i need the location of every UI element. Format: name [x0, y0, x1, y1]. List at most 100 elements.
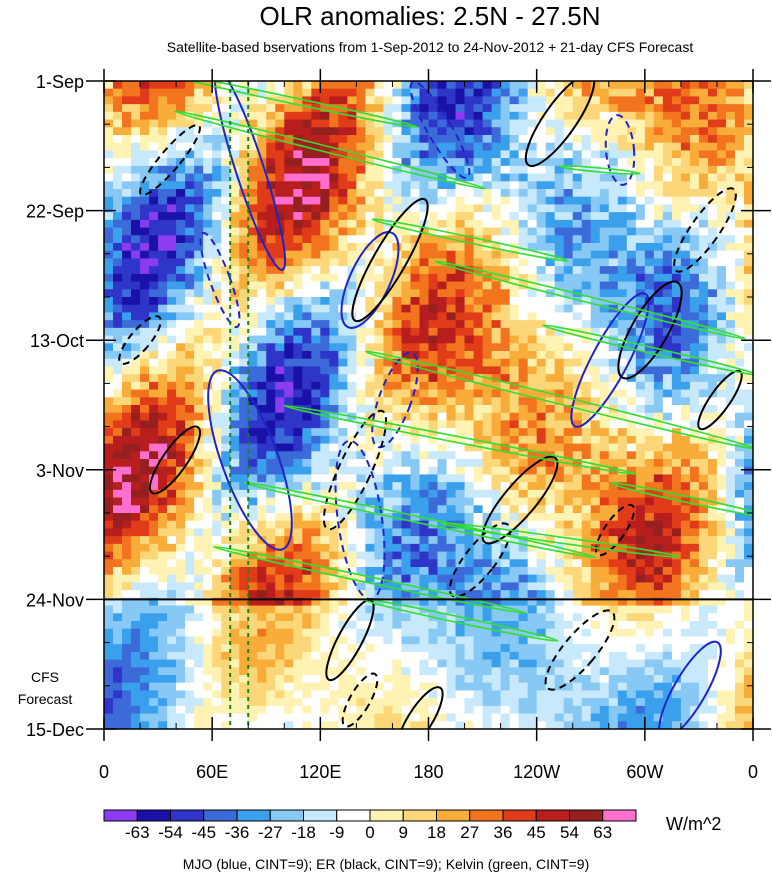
field-cell — [131, 243, 141, 252]
field-cell — [626, 119, 637, 128]
field-cell — [689, 81, 700, 90]
field-cell — [239, 374, 249, 383]
field-cell — [320, 351, 330, 360]
field-cell — [320, 443, 330, 452]
field-cell — [617, 451, 628, 460]
field-cell — [671, 482, 682, 491]
field-cell — [509, 327, 520, 337]
field-cell — [347, 358, 357, 368]
field-cell — [104, 574, 114, 584]
field-cell — [284, 189, 294, 198]
field-cell — [239, 343, 249, 352]
field-cell — [347, 451, 357, 460]
field-cell — [698, 374, 709, 383]
field-cell — [491, 358, 502, 368]
field-cell — [401, 489, 412, 499]
field-cell — [590, 165, 601, 175]
field-cell — [617, 250, 628, 260]
field-cell — [671, 567, 682, 576]
field-cell — [131, 520, 141, 530]
field-cell — [401, 551, 412, 560]
field-cell — [545, 381, 556, 391]
field-cell — [266, 420, 276, 429]
field-cell — [554, 96, 565, 105]
field-cell — [464, 273, 475, 283]
field-cell — [212, 111, 222, 121]
field-cell — [662, 335, 673, 344]
field-cell — [131, 304, 141, 314]
field-cell — [185, 158, 195, 167]
field-cell — [149, 613, 159, 622]
field-cell — [122, 574, 132, 584]
field-cell — [698, 281, 709, 290]
field-cell — [428, 142, 439, 152]
field-cell — [302, 466, 312, 476]
field-cell — [536, 150, 547, 159]
field-cell — [689, 135, 700, 144]
field-cell — [293, 258, 303, 267]
field-cell — [491, 459, 502, 468]
field-cell — [473, 327, 484, 337]
field-cell — [203, 266, 213, 275]
field-cell — [572, 219, 583, 229]
field-cell — [293, 212, 303, 221]
field-cell — [743, 397, 753, 406]
field-cell — [671, 605, 682, 614]
field-cell — [455, 227, 466, 236]
field-cell — [158, 605, 168, 614]
field-cell — [608, 250, 619, 260]
field-cell — [266, 127, 276, 136]
field-cell — [203, 189, 213, 198]
field-cell — [662, 582, 673, 591]
field-cell — [104, 451, 114, 460]
field-cell — [500, 204, 511, 213]
field-cell — [590, 420, 601, 429]
field-cell — [509, 212, 520, 221]
field-cell — [689, 142, 700, 152]
field-cell — [329, 397, 339, 406]
field-cell — [734, 297, 745, 306]
field-cell — [581, 258, 592, 267]
field-cell — [437, 582, 448, 591]
field-cell — [671, 212, 682, 221]
field-cell — [275, 351, 285, 360]
field-cell — [356, 88, 366, 98]
field-cell — [608, 212, 619, 221]
field-cell — [635, 520, 646, 530]
field-cell — [122, 374, 132, 383]
field-cell — [455, 574, 466, 584]
field-cell — [356, 111, 366, 121]
field-cell — [365, 142, 376, 152]
field-cell — [518, 366, 529, 375]
field-cell — [662, 235, 673, 244]
field-cell — [518, 374, 529, 383]
field-cell — [473, 212, 484, 221]
field-cell — [689, 111, 700, 121]
field-cell — [563, 173, 574, 182]
field-cell — [122, 474, 132, 483]
field-cell — [617, 327, 628, 337]
field-cell — [221, 559, 231, 568]
field-cell — [644, 181, 655, 190]
field-cell — [410, 181, 421, 190]
field-cell — [698, 119, 709, 128]
field-cell — [455, 466, 466, 476]
field-cell — [680, 312, 691, 321]
field-cell — [689, 196, 700, 206]
field-cell — [428, 597, 439, 607]
field-cell — [617, 567, 628, 576]
field-cell — [680, 219, 691, 229]
field-cell — [419, 320, 430, 329]
field-cell — [680, 235, 691, 244]
field-cell — [581, 219, 592, 229]
field-cell — [122, 451, 132, 460]
field-cell — [473, 358, 484, 368]
field-cell — [212, 482, 222, 491]
field-cell — [473, 351, 484, 360]
field-cell — [743, 536, 753, 545]
field-cell — [419, 389, 430, 398]
field-cell — [599, 196, 610, 206]
field-cell — [446, 204, 457, 213]
field-cell — [257, 366, 267, 375]
field-cell — [482, 273, 493, 283]
